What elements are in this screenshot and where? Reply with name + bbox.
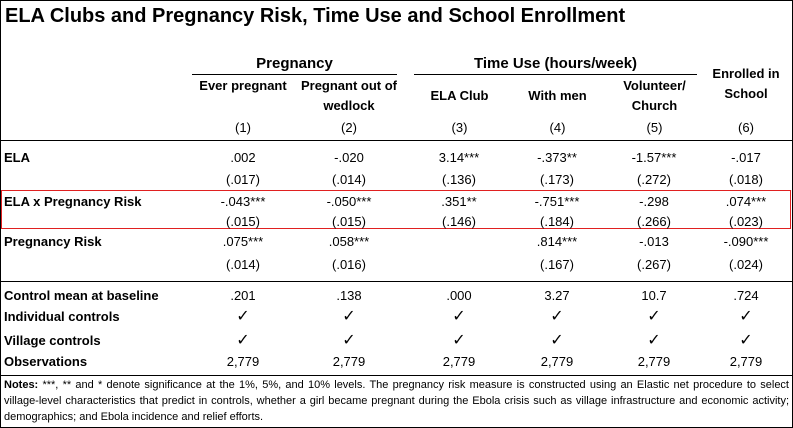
row-label-village-controls: Village controls	[4, 333, 101, 348]
cell-ela-x-risk-se-6: (.023)	[729, 214, 763, 229]
body-rule	[0, 281, 793, 282]
cell-ela-coef-6: -.017	[731, 150, 761, 165]
row-label-observations: Observations	[4, 354, 88, 369]
row-label-ela-x-risk: ELA x Pregnancy Risk	[4, 194, 142, 209]
cell-risk-coef-1: .075***	[222, 234, 264, 249]
cell-risk-se-6: (.024)	[729, 257, 763, 272]
cell-control-mean-5: 10.7	[641, 288, 667, 303]
cell-ela-se-5: (.272)	[637, 172, 671, 187]
check-icon-village-3: ✓	[452, 330, 466, 349]
header-rule	[0, 140, 793, 141]
cell-risk-coef-4: .814***	[536, 234, 578, 249]
cell-risk-coef-2: .058***	[328, 234, 370, 249]
col-header-5: Volunteer/ Church	[623, 78, 686, 113]
group-underline-pregnancy	[192, 74, 397, 75]
cell-ela-x-risk-se-2: (.015)	[332, 214, 366, 229]
notes-label: Notes:	[4, 379, 39, 391]
cell-ela-x-risk-se-1: (.015)	[226, 214, 260, 229]
group-underline-time-use	[414, 74, 697, 75]
col-header-3: ELA Club	[430, 88, 489, 103]
highlight-box	[1, 190, 791, 229]
col-num-3: (3)	[451, 120, 468, 135]
col-num-2: (2)	[341, 120, 357, 135]
cell-observations-2: 2,779	[332, 354, 366, 369]
cell-ela-se-2: (.014)	[332, 172, 366, 187]
cell-risk-se-1: (.014)	[226, 257, 260, 272]
cell-ela-x-risk-coef-2: -.050***	[326, 194, 372, 209]
col-header-2: Pregnant out of wedlock	[300, 78, 398, 113]
cell-ela-x-risk-coef-6: .074***	[725, 194, 767, 209]
group-header-pregnancy: Pregnancy	[256, 55, 333, 72]
row-label-individual-controls: Individual controls	[4, 309, 120, 324]
cell-ela-x-risk-coef-3: .351**	[441, 194, 477, 209]
cell-observations-3: 2,779	[442, 354, 476, 369]
notes-rule	[0, 375, 793, 376]
check-icon-individual-4: ✓	[550, 306, 564, 325]
check-icon-village-5: ✓	[647, 330, 661, 349]
cell-ela-x-risk-se-5: (.266)	[637, 214, 671, 229]
col-num-6: (6)	[738, 120, 754, 135]
cell-ela-x-risk-coef-5: -.298	[639, 194, 669, 209]
group-header-time-use: Time Use (hours/week)	[473, 55, 638, 72]
col-num-1: (1)	[235, 120, 251, 135]
cell-risk-coef-5: -.013	[639, 234, 669, 249]
row-label-ela: ELA	[4, 150, 30, 165]
row-label-control-mean: Control mean at baseline	[4, 288, 159, 303]
col-header-6: Enrolled in School	[712, 66, 780, 101]
check-icon-individual-5: ✓	[647, 306, 661, 325]
check-icon-individual-6: ✓	[739, 306, 753, 325]
cell-control-mean-1: .201	[230, 288, 256, 303]
check-icon-individual-2: ✓	[342, 306, 356, 325]
cell-ela-x-risk-se-3: (.146)	[442, 214, 476, 229]
cell-observations-5: 2,779	[637, 354, 671, 369]
cell-observations-1: 2,779	[226, 354, 260, 369]
cell-ela-coef-1: .002	[230, 150, 256, 165]
cell-control-mean-2: .138	[336, 288, 362, 303]
cell-ela-coef-4: -.373**	[537, 150, 577, 165]
col-header-4: With men	[528, 88, 587, 103]
col-header-1: Ever pregnant	[199, 78, 287, 93]
check-icon-village-1: ✓	[236, 330, 250, 349]
col-num-5: (5)	[646, 120, 663, 135]
check-icon-village-6: ✓	[739, 330, 753, 349]
cell-risk-se-2: (.016)	[332, 257, 366, 272]
check-icon-individual-1: ✓	[236, 306, 250, 325]
cell-ela-se-4: (.173)	[540, 172, 574, 187]
row-label-risk: Pregnancy Risk	[4, 234, 102, 249]
cell-risk-coef-6: -.090***	[723, 234, 769, 249]
check-icon-individual-3: ✓	[452, 306, 466, 325]
cell-risk-se-4: (.167)	[540, 257, 574, 272]
cell-ela-x-risk-se-4: (.184)	[540, 214, 574, 229]
table-title: ELA Clubs and Pregnancy Risk, Time Use a…	[5, 5, 626, 27]
table-notes: Notes: ***, ** and * denote significance…	[4, 377, 789, 425]
cell-control-mean-3: .000	[446, 288, 472, 303]
cell-ela-se-3: (.136)	[442, 172, 476, 187]
cell-observations-6: 2,779	[729, 354, 763, 369]
check-icon-village-4: ✓	[550, 330, 564, 349]
cell-ela-coef-5: -1.57***	[631, 150, 677, 165]
cell-ela-coef-3: 3.14***	[438, 150, 480, 165]
notes-text: ***, ** and * denote significance at the…	[4, 379, 789, 423]
check-icon-village-2: ✓	[342, 330, 356, 349]
cell-control-mean-6: .724	[733, 288, 759, 303]
cell-ela-coef-2: -.020	[334, 150, 364, 165]
cell-ela-x-risk-coef-4: -.751***	[534, 194, 580, 209]
cell-risk-se-5: (.267)	[637, 257, 671, 272]
cell-ela-se-6: (.018)	[729, 172, 763, 187]
cell-ela-x-risk-coef-1: -.043***	[220, 194, 266, 209]
cell-observations-4: 2,779	[540, 354, 574, 369]
cell-ela-se-1: (.017)	[226, 172, 260, 187]
col-num-4: (4)	[549, 120, 566, 135]
cell-control-mean-4: 3.27	[544, 288, 570, 303]
